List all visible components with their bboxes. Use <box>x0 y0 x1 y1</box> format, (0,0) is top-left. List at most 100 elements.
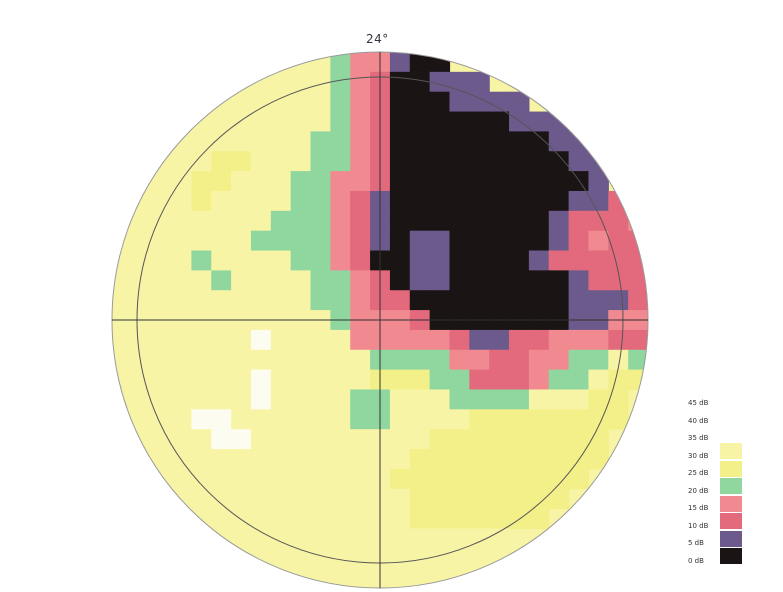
field-cell <box>469 151 490 172</box>
legend-row: 20 dB <box>688 487 758 508</box>
field-cell <box>270 210 292 232</box>
field-cell <box>310 250 331 271</box>
field-cell <box>449 488 470 510</box>
field-cell <box>429 290 451 311</box>
field-cell <box>270 71 292 93</box>
field-cell <box>310 190 331 212</box>
field-cell <box>509 369 530 391</box>
field-cell <box>231 290 252 311</box>
field-cell <box>389 52 411 73</box>
field-cell <box>429 409 451 430</box>
field-cell <box>588 171 609 192</box>
field-cell <box>171 429 193 450</box>
field-cell <box>489 528 510 549</box>
field-cell <box>270 468 292 490</box>
field-cell <box>330 349 351 371</box>
field-cell <box>409 171 431 192</box>
field-cell <box>270 508 292 530</box>
field-cell <box>409 91 431 113</box>
field-cell <box>528 111 550 133</box>
field-cell <box>131 250 153 271</box>
field-cell <box>409 449 431 470</box>
field-cell <box>350 468 371 490</box>
field-cell <box>509 329 530 351</box>
field-cell <box>250 349 272 371</box>
field-cell <box>290 230 312 252</box>
field-cell <box>330 171 351 192</box>
field-cell <box>429 210 451 232</box>
field-cell <box>409 290 431 311</box>
field-cell <box>509 171 530 192</box>
field-cell <box>528 389 550 410</box>
field-cell <box>211 210 232 232</box>
field-cell <box>250 151 272 172</box>
field-cell <box>449 250 470 271</box>
field-cell <box>528 131 550 152</box>
field-cell <box>509 270 530 291</box>
field-cell <box>310 468 331 490</box>
field-cell <box>250 131 272 152</box>
field-cell <box>270 488 292 510</box>
legend-swatch <box>720 513 742 529</box>
field-cell <box>191 349 212 371</box>
field-cell <box>469 131 490 152</box>
field-cell <box>350 389 371 410</box>
field-cell <box>191 429 212 450</box>
legend-label: 25 dB <box>688 469 709 477</box>
field-cell <box>231 111 252 133</box>
field-cell <box>231 270 252 291</box>
field-cell <box>350 429 371 450</box>
legend-swatch <box>720 548 742 564</box>
field-cell <box>290 329 312 351</box>
field-cell <box>449 210 470 232</box>
field-cell <box>489 111 510 133</box>
field-cell <box>548 329 570 351</box>
field-cell <box>350 171 371 192</box>
field-cell <box>250 230 272 252</box>
field-cell <box>191 389 212 410</box>
field-cell <box>608 409 629 430</box>
field-cell <box>250 429 272 450</box>
field-cell <box>330 449 351 470</box>
field-cell <box>211 449 232 470</box>
field-cell <box>389 468 411 490</box>
field-cell <box>171 210 193 232</box>
field-cell <box>449 389 470 410</box>
field-cell <box>191 329 212 351</box>
field-cell <box>330 190 351 212</box>
field-cell <box>568 369 590 391</box>
field-cell <box>211 190 232 212</box>
field-cell <box>250 468 272 490</box>
field-cell <box>231 449 252 470</box>
field-cell <box>151 349 173 371</box>
field-cell <box>191 270 212 291</box>
field-cell <box>509 488 530 510</box>
field-cell <box>509 190 530 212</box>
field-cell <box>191 250 212 271</box>
legend-swatch <box>720 460 742 477</box>
legend-label: 0 dB <box>688 556 704 565</box>
field-cell <box>409 369 431 391</box>
field-cell <box>270 349 292 371</box>
field-cell <box>330 230 351 252</box>
field-cell <box>290 190 312 212</box>
field-cell <box>310 131 331 152</box>
field-cell <box>171 409 193 430</box>
field-cell <box>171 329 193 351</box>
field-cell <box>211 468 232 490</box>
field-cell <box>350 290 371 311</box>
field-cell <box>171 389 193 410</box>
field-cell <box>290 449 312 470</box>
field-cell <box>449 508 470 530</box>
field-cell <box>509 468 530 490</box>
field-cell <box>231 131 252 152</box>
field-cell <box>211 131 232 152</box>
legend-label: 10 dB <box>688 521 709 530</box>
field-cell <box>449 449 470 470</box>
field-cell <box>191 230 212 252</box>
field-cell <box>608 230 629 252</box>
field-cell <box>171 270 193 291</box>
field-cell <box>270 290 292 311</box>
field-cell <box>568 210 590 232</box>
legend-label: 30 dB <box>688 451 709 460</box>
